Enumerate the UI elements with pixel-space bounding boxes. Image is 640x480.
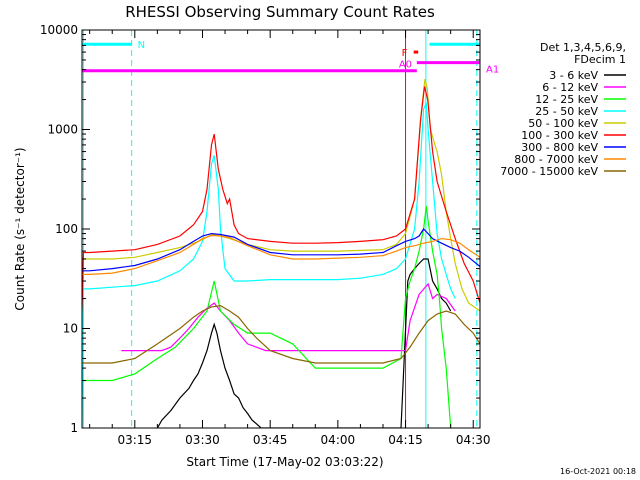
legend-label-8: 7000 - 15000 keV bbox=[500, 165, 598, 178]
legend-label-3: 25 - 50 keV bbox=[535, 105, 598, 118]
x-tick-label-1: 03:30 bbox=[185, 433, 220, 447]
x-tick-label-4: 04:15 bbox=[388, 433, 423, 447]
series-line-0 bbox=[156, 258, 452, 428]
plot-frame bbox=[81, 29, 481, 429]
state-label-a0: A0 bbox=[399, 60, 412, 71]
legend-label-5: 100 - 300 keV bbox=[521, 129, 598, 142]
series-line-3 bbox=[82, 102, 456, 428]
y-tick-label-2: 100 bbox=[55, 222, 78, 236]
legend-label-2: 12 - 25 keV bbox=[535, 93, 598, 106]
x-tick-label-3: 04:00 bbox=[321, 433, 356, 447]
footer-timestamp: 16-Oct-2021 00:18 bbox=[560, 467, 636, 476]
series-line-6 bbox=[82, 228, 480, 272]
x-axis-label: Start Time (17-May-02 03:03:22) bbox=[186, 455, 383, 469]
legend-label-7: 800 - 7000 keV bbox=[514, 153, 598, 166]
series-line-7 bbox=[82, 234, 480, 275]
x-tick-label-2: 03:45 bbox=[253, 433, 288, 447]
legend-label-6: 300 - 800 keV bbox=[521, 141, 598, 154]
x-tick-label-0: 03:15 bbox=[117, 433, 152, 447]
chart-title: RHESSI Observing Summary Count Rates bbox=[125, 3, 435, 21]
y-axis-label: Count Rate (s⁻¹ detector⁻¹) bbox=[13, 147, 27, 310]
series-line-2 bbox=[82, 206, 452, 428]
state-label-f: F bbox=[402, 48, 408, 59]
y-tick-label-0: 1 bbox=[70, 421, 78, 435]
series-line-5 bbox=[82, 86, 480, 312]
series-line-4 bbox=[82, 79, 480, 312]
y-tick-label-3: 1000 bbox=[47, 123, 78, 137]
state-label-a1: A1 bbox=[486, 65, 499, 76]
series-line-8 bbox=[82, 304, 480, 364]
series-line-1 bbox=[121, 282, 456, 352]
state-label-n: N bbox=[138, 40, 145, 51]
legend-header-line-1: Det 1,3,4,5,6,9, bbox=[540, 41, 626, 54]
y-tick-label-4: 10000 bbox=[40, 23, 78, 37]
legend-label-1: 6 - 12 keV bbox=[542, 81, 598, 94]
axes: 1 10 100 1000 10000 03:15 03:30 03:45 04:00 04:15… bbox=[40, 23, 491, 447]
x-tick-label-5: 04:30 bbox=[456, 433, 491, 447]
y-tick-label-1: 10 bbox=[63, 322, 78, 336]
legend-header-line-2: FDecim 1 bbox=[574, 53, 626, 66]
legend-label-4: 50 - 100 keV bbox=[528, 117, 598, 130]
legend-label-0: 3 - 6 keV bbox=[549, 69, 598, 82]
series-layer bbox=[82, 79, 480, 428]
